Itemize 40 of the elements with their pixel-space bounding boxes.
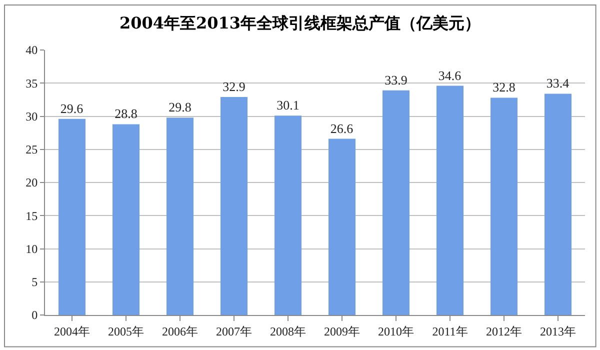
y-tick-label: 25 <box>26 142 38 157</box>
bar <box>544 94 572 315</box>
y-tick-label: 5 <box>32 275 38 290</box>
bar <box>166 118 194 315</box>
data-label: 34.6 <box>438 68 462 83</box>
data-label: 26.6 <box>330 120 354 136</box>
x-tick-label: 2013年 <box>540 324 576 338</box>
chart-title: 2004年至2013年全球引线框架总产值（亿美元） <box>119 14 481 33</box>
bar <box>328 138 356 315</box>
x-tick-label: 2010年 <box>378 324 414 338</box>
y-tick-label: 20 <box>26 176 38 190</box>
bar <box>382 90 410 315</box>
y-tick-label: 0 <box>32 308 38 322</box>
bar <box>490 98 518 315</box>
x-tick-label: 2008年 <box>270 324 306 338</box>
data-label: 33.9 <box>384 72 408 88</box>
y-tick-label: 10 <box>26 242 38 256</box>
data-label: 29.8 <box>168 100 192 115</box>
y-tick-label: 40 <box>26 43 38 58</box>
y-tick-label: 15 <box>26 208 38 223</box>
x-tick-label: 2009年 <box>324 324 360 338</box>
data-label: 28.8 <box>114 106 138 122</box>
bar <box>436 86 464 315</box>
x-tick-label: 2004年 <box>54 324 90 338</box>
data-label: 30.1 <box>276 98 300 113</box>
bar <box>112 124 140 315</box>
x-tick-label: 2007年 <box>216 324 252 338</box>
x-tick-label: 2011年 <box>432 324 468 338</box>
data-label: 33.4 <box>546 76 570 91</box>
bar <box>274 116 302 315</box>
bar <box>58 118 86 315</box>
x-tick-label: 2005年 <box>108 324 144 338</box>
y-tick-label: 30 <box>26 109 38 124</box>
bar <box>220 97 248 315</box>
data-label: 32.8 <box>492 80 516 95</box>
data-label: 29.6 <box>60 100 84 116</box>
data-label: 32.9 <box>222 79 246 94</box>
y-tick-label: 35 <box>26 76 38 90</box>
x-tick-label: 2006年 <box>162 324 198 338</box>
x-tick-label: 2012年 <box>486 324 522 338</box>
